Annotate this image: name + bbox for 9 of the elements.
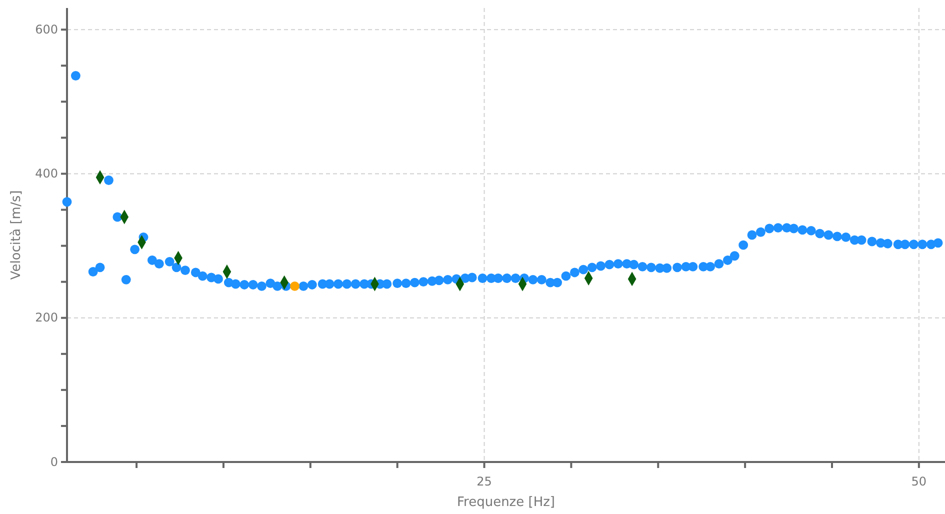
y-tick-label: 600	[35, 22, 58, 36]
x-tick-label: 50	[911, 474, 927, 488]
x-axis-title: Frequenze [Hz]	[456, 495, 556, 510]
x-tick-label: 25	[476, 474, 492, 488]
point	[290, 281, 300, 291]
y-tick-label: 200	[35, 310, 58, 325]
y-tick-label: 400	[35, 166, 58, 181]
y-tick-label: 0	[50, 454, 58, 469]
y-axis-title: Velocità [m/s]	[9, 190, 24, 280]
